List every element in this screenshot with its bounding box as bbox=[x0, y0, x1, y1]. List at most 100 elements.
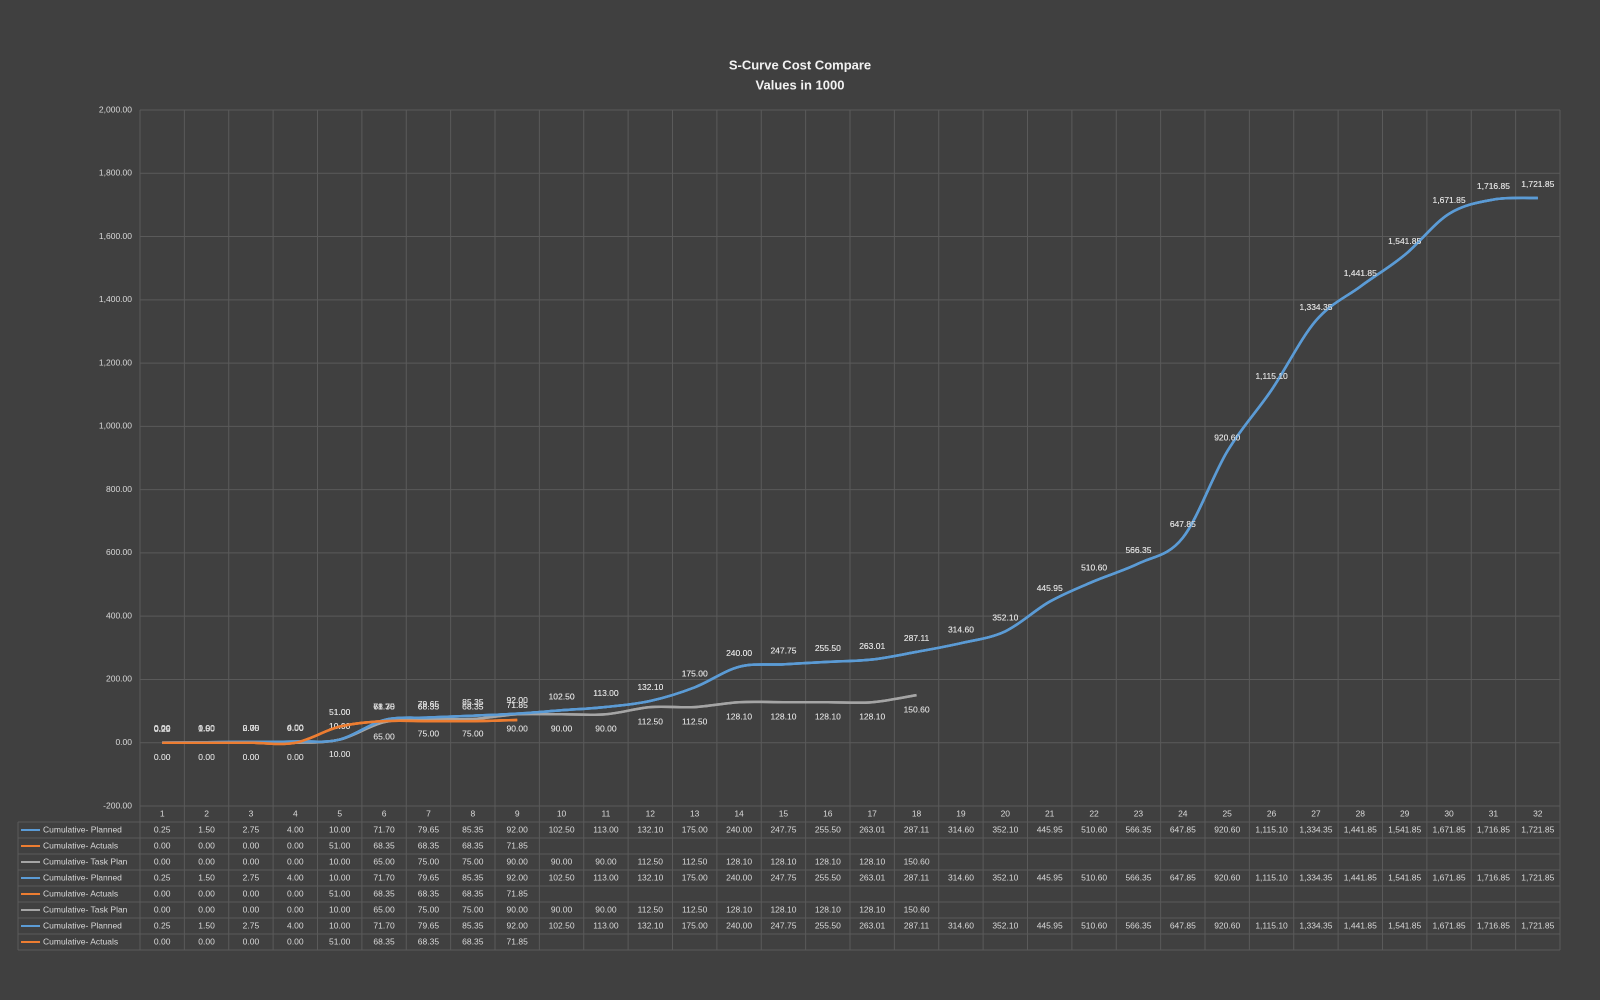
data-label: 0.00 bbox=[198, 752, 215, 762]
data-label: 255.50 bbox=[815, 643, 841, 653]
table-cell: 0.00 bbox=[154, 888, 171, 898]
data-label: 240.00 bbox=[726, 648, 752, 658]
table-cell: 4.00 bbox=[287, 920, 304, 930]
table-cell: 112.50 bbox=[682, 856, 708, 866]
y-tick-label: 600.00 bbox=[106, 547, 132, 557]
data-label: 10.00 bbox=[329, 749, 351, 759]
table-cell: 0.25 bbox=[154, 920, 171, 930]
data-label: 0.25 bbox=[154, 724, 171, 734]
table-cell: 65.00 bbox=[373, 904, 395, 914]
x-tick-label: 15 bbox=[779, 808, 789, 818]
data-label: 1.50 bbox=[198, 724, 215, 734]
table-cell: 4.00 bbox=[287, 872, 304, 882]
data-label: 0.00 bbox=[198, 723, 215, 733]
data-label: 263.01 bbox=[859, 641, 885, 651]
table-cell: 247.75 bbox=[770, 872, 796, 882]
x-tick-label: 32 bbox=[1533, 808, 1543, 818]
x-tick-label: 3 bbox=[249, 808, 254, 818]
data-label: 1,115.10 bbox=[1255, 371, 1288, 381]
data-label: 510.60 bbox=[1081, 562, 1107, 572]
data-label: 445.95 bbox=[1037, 583, 1063, 593]
y-tick-label: 1,600.00 bbox=[99, 231, 132, 241]
data-label: 71.85 bbox=[507, 700, 529, 710]
data-label: 0.00 bbox=[154, 723, 171, 733]
table-cell: 314.60 bbox=[948, 824, 974, 834]
data-label: 90.00 bbox=[507, 724, 529, 734]
table-cell: 68.35 bbox=[462, 840, 484, 850]
table-cell: 1,716.85 bbox=[1477, 920, 1510, 930]
legend-label: Cumulative- Planned bbox=[43, 920, 122, 930]
x-tick-label: 7 bbox=[426, 808, 431, 818]
table-cell: 51.00 bbox=[329, 840, 351, 850]
table-cell: 0.00 bbox=[287, 856, 304, 866]
data-label: 1,541.85 bbox=[1388, 236, 1421, 246]
x-tick-label: 18 bbox=[912, 808, 922, 818]
data-label: 352.10 bbox=[992, 613, 1018, 623]
data-label: 79.65 bbox=[418, 699, 440, 709]
data-label: 263.01 bbox=[859, 641, 885, 651]
legend-label: Cumulative- Actuals bbox=[43, 888, 118, 898]
data-label: 79.65 bbox=[418, 699, 440, 709]
x-tick-label: 21 bbox=[1045, 808, 1055, 818]
table-cell: 68.35 bbox=[418, 840, 440, 850]
data-label: 51.00 bbox=[329, 707, 351, 717]
table-cell: 75.00 bbox=[418, 904, 440, 914]
data-label: 1,671.85 bbox=[1433, 195, 1466, 205]
x-tick-label: 22 bbox=[1089, 808, 1099, 818]
x-tick-label: 9 bbox=[515, 808, 520, 818]
y-tick-label: 1,800.00 bbox=[99, 168, 132, 178]
x-tick-label: 25 bbox=[1222, 808, 1232, 818]
data-label: 1,334.35 bbox=[1299, 302, 1332, 312]
data-label: 1,716.85 bbox=[1477, 181, 1510, 191]
table-cell: 0.00 bbox=[154, 856, 171, 866]
table-cell: 10.00 bbox=[329, 824, 351, 834]
data-label: 352.10 bbox=[992, 613, 1018, 623]
data-label: 920.60 bbox=[1214, 433, 1240, 443]
table-cell: 1,716.85 bbox=[1477, 872, 1510, 882]
data-label: 90.00 bbox=[507, 724, 529, 734]
data-label: 2.75 bbox=[243, 723, 260, 733]
data-label: 1,334.35 bbox=[1299, 302, 1332, 312]
data-label: 68.35 bbox=[373, 701, 395, 711]
table-cell: 75.00 bbox=[418, 856, 440, 866]
table-cell: 445.95 bbox=[1037, 920, 1063, 930]
table-cell: 85.35 bbox=[462, 824, 484, 834]
table-cell: 150.60 bbox=[904, 904, 930, 914]
y-tick-label: 400.00 bbox=[106, 610, 132, 620]
table-cell: 287.11 bbox=[904, 920, 930, 930]
table-cell: 1,541.85 bbox=[1388, 824, 1421, 834]
data-label: 68.35 bbox=[462, 701, 484, 711]
table-cell: 71.70 bbox=[373, 872, 395, 882]
table-cell: 352.10 bbox=[992, 824, 1018, 834]
data-label: 0.00 bbox=[154, 752, 171, 762]
data-label: 0.00 bbox=[243, 723, 260, 733]
data-label: 2.75 bbox=[243, 723, 260, 733]
data-label: 113.00 bbox=[593, 688, 619, 698]
data-label: 1,671.85 bbox=[1433, 195, 1466, 205]
data-label: 1,721.85 bbox=[1521, 179, 1554, 189]
x-tick-label: 10 bbox=[557, 808, 567, 818]
table-cell: 68.35 bbox=[462, 888, 484, 898]
table-cell: 71.70 bbox=[373, 824, 395, 834]
data-label: 240.00 bbox=[726, 648, 752, 658]
table-cell: 1,721.85 bbox=[1521, 920, 1554, 930]
data-label: 0.00 bbox=[287, 723, 304, 733]
legend-label: Cumulative- Planned bbox=[43, 872, 122, 882]
table-cell: 85.35 bbox=[462, 872, 484, 882]
data-label: 102.50 bbox=[549, 692, 575, 702]
data-label: 0.00 bbox=[243, 723, 260, 733]
table-cell: 75.00 bbox=[462, 856, 484, 866]
data-label: 2.75 bbox=[243, 723, 260, 733]
data-label: 247.75 bbox=[770, 646, 796, 656]
table-cell: 79.65 bbox=[418, 872, 440, 882]
table-cell: 314.60 bbox=[948, 920, 974, 930]
table-cell: 132.10 bbox=[637, 872, 663, 882]
table-cell: 352.10 bbox=[992, 920, 1018, 930]
table-cell: 128.10 bbox=[770, 904, 796, 914]
data-label: 75.00 bbox=[462, 728, 484, 738]
table-cell: 240.00 bbox=[726, 872, 752, 882]
table-cell: 1,721.85 bbox=[1521, 872, 1554, 882]
x-tick-label: 20 bbox=[1001, 808, 1011, 818]
data-label: 68.35 bbox=[462, 701, 484, 711]
data-label: 0.25 bbox=[154, 724, 171, 734]
